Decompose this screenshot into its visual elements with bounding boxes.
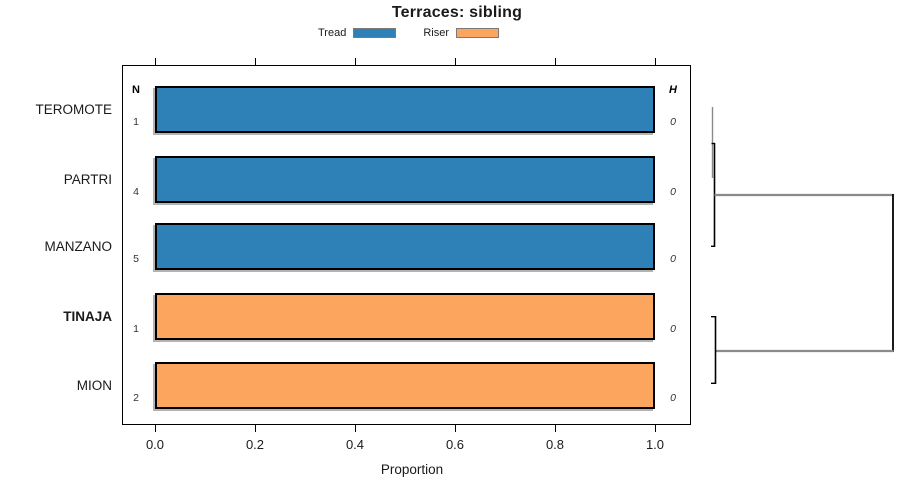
x-tick-label: 0.8: [545, 437, 565, 452]
bar-tinaja: [155, 293, 655, 340]
axis-tick: [154, 425, 156, 432]
bar-track: [155, 223, 655, 270]
axis-tick: [554, 58, 556, 65]
axis-tick: [454, 425, 456, 432]
h-value: 0: [670, 186, 676, 198]
x-tick-label: 1.0: [645, 437, 665, 452]
bar-teromote: [155, 86, 655, 133]
bar-track: [155, 362, 655, 409]
axis-tick: [454, 58, 456, 65]
n-value: 4: [133, 186, 139, 198]
legend-label-riser: Riser: [423, 27, 449, 39]
axis-tick: [154, 58, 156, 65]
legend-swatch-tread: [353, 28, 397, 38]
row-label-tinaja: TINAJA: [63, 309, 112, 324]
n-value: 1: [133, 323, 139, 335]
h-value: 0: [670, 253, 676, 265]
x-axis-label: Proportion: [380, 462, 444, 477]
bar-track: [155, 293, 655, 340]
h-value: 0: [670, 392, 676, 404]
bar-manzano: [155, 223, 655, 270]
n-column-header: N: [132, 84, 140, 96]
dendrogram: [711, 107, 894, 384]
n-value: 5: [133, 253, 139, 265]
row-label-mion: MION: [76, 378, 112, 393]
bar-partri: [155, 156, 655, 203]
axis-tick: [254, 58, 256, 65]
h-value: 0: [670, 323, 676, 335]
legend-label-tread: Tread: [318, 27, 347, 39]
bar-mion: [155, 362, 655, 409]
h-value: 0: [670, 116, 676, 128]
legend: Tread Riser: [318, 26, 499, 40]
legend-swatch-riser: [456, 28, 499, 38]
axis-tick: [354, 425, 356, 432]
h-column-header: H: [669, 84, 677, 96]
row-label-manzano: MANZANO: [44, 239, 113, 254]
legend-item-riser: Riser: [423, 27, 499, 39]
x-tick-label: 0.2: [245, 437, 265, 452]
chart-title: Terraces: sibling: [391, 4, 523, 21]
axis-tick: [254, 425, 256, 432]
bar-track: [155, 156, 655, 203]
x-tick-label: 0.4: [345, 437, 365, 452]
legend-item-tread: Tread: [318, 27, 397, 39]
axis-tick: [654, 425, 656, 432]
row-label-partri: PARTRI: [63, 172, 112, 187]
x-tick-label: 0.0: [145, 437, 165, 452]
axis-tick: [654, 58, 656, 65]
n-value: 2: [133, 392, 139, 404]
row-label-teromote: TEROMOTE: [35, 102, 113, 117]
x-tick-label: 0.6: [445, 437, 465, 452]
axis-tick: [554, 425, 556, 432]
axis-tick: [354, 58, 356, 65]
n-value: 1: [133, 116, 139, 128]
bar-track: [155, 86, 655, 133]
